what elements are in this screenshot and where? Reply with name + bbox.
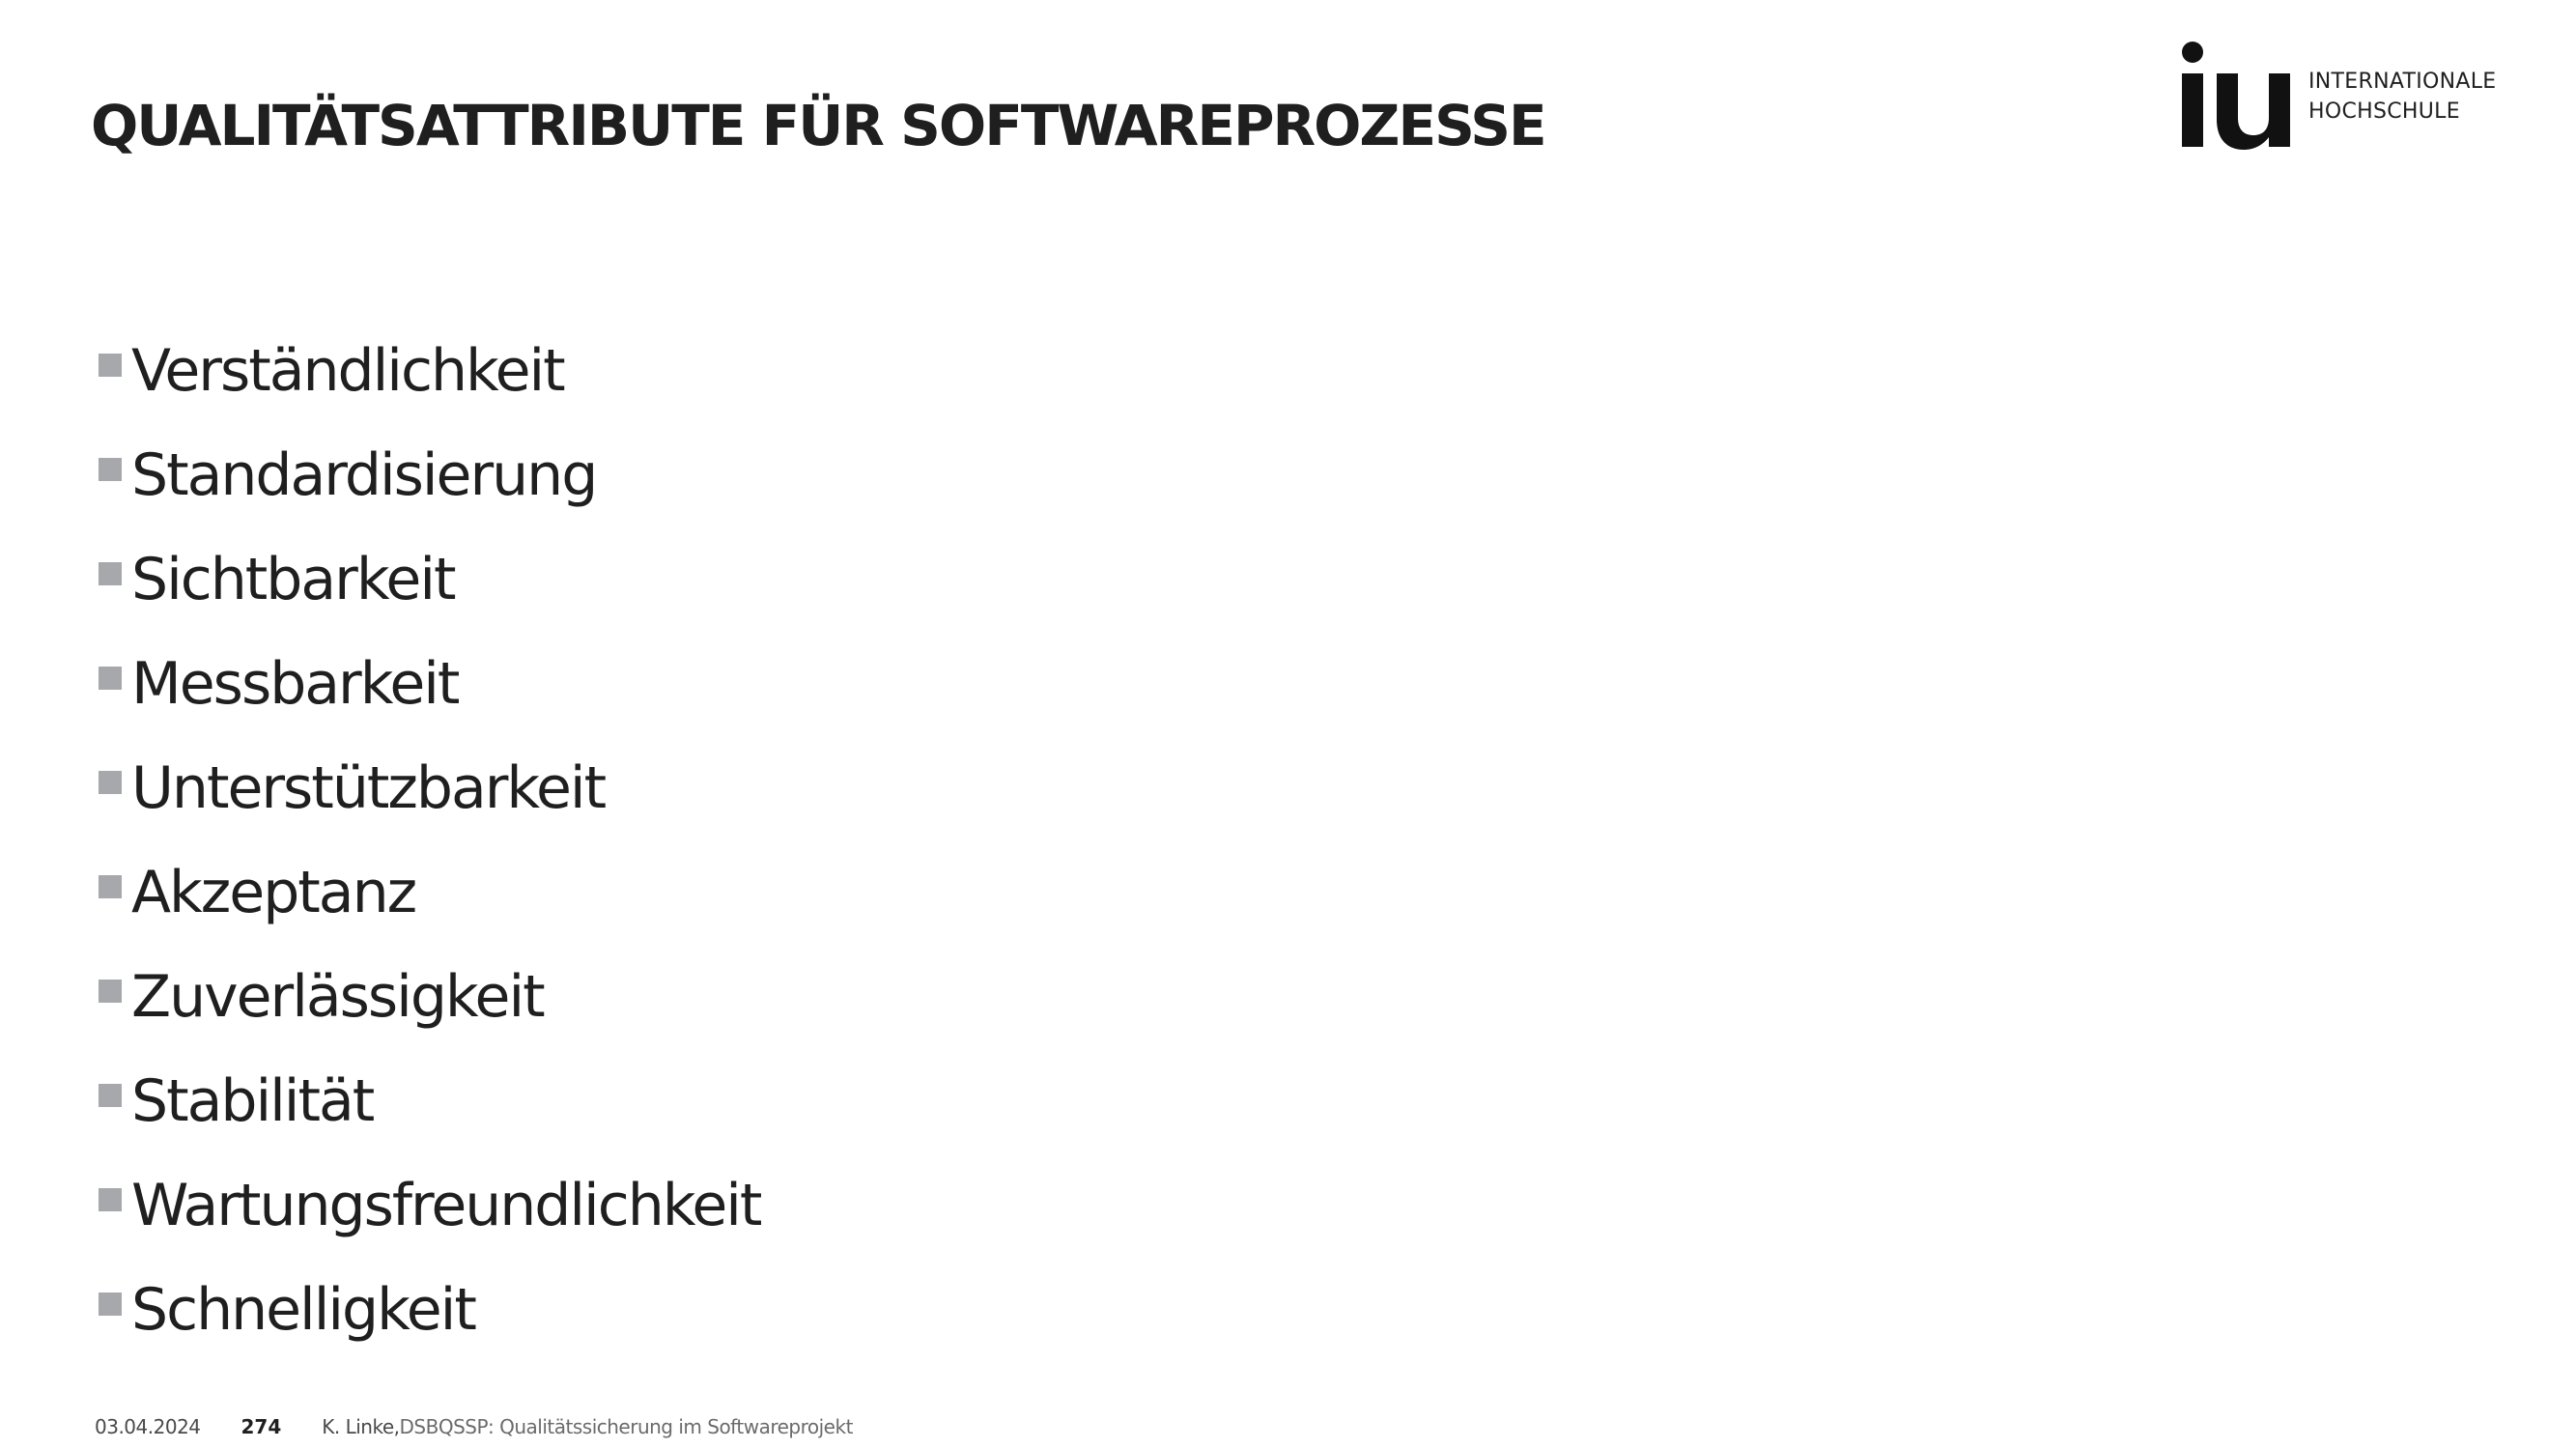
bullet-square-icon [99,458,122,481]
list-item-label: Akzeptanz [131,859,417,926]
iu-logo: iu INTERNATIONALE HOCHSCHULE [2178,39,2506,155]
bullet-square-icon [99,771,122,794]
list-item: Unterstützbarkeit [97,736,760,840]
quality-attributes-list: Verständlichkeit Standardisierung Sichtb… [97,319,762,1362]
list-item: Stabilität [97,1049,760,1153]
bullet-square-icon [99,980,122,1003]
list-item-label: Wartungsfreundlichkeit [131,1172,762,1239]
list-item: Sichtbarkeit [97,527,760,632]
footer-author: K. Linke, [322,1415,400,1438]
bullet-square-icon [99,1293,122,1316]
list-item-label: Stabilität [131,1067,375,1135]
list-item: Wartungsfreundlichkeit [97,1153,762,1258]
list-item-label: Messbarkeit [131,650,460,718]
list-item-label: Zuverlässigkeit [131,963,546,1031]
iu-logo-mark: iu [2182,42,2290,150]
list-item: Verständlichkeit [97,319,760,423]
bullet-square-icon [99,562,122,585]
list-item: Standardisierung [97,423,760,527]
list-item-label: Unterstützbarkeit [131,754,607,822]
list-item: Schnelligkeit [97,1258,760,1362]
bullet-square-icon [99,875,122,898]
bullet-square-icon [99,667,122,690]
list-item: Zuverlässigkeit [97,945,760,1049]
list-item-label: Verständlichkeit [131,337,566,405]
slide-title: QUALITÄTSATTRIBUTE FÜR SOFTWAREPROZESSE [91,93,1547,158]
slide-footer: 03.04.2024 274 K. Linke, DSBQSSP: Qualit… [95,1415,853,1438]
logo-line-1: INTERNATIONALE [2308,70,2497,94]
list-item-label: Sichtbarkeit [131,546,457,613]
logo-line-2: HOCHSCHULE [2308,99,2460,124]
iu-logo-text: INTERNATIONALE HOCHSCHULE [2308,67,2496,127]
list-item-label: Standardisierung [131,441,598,509]
footer-course: DSBQSSP: Qualitätssicherung im Softwarep… [399,1415,854,1438]
footer-date: 03.04.2024 [95,1415,201,1438]
list-item: Messbarkeit [97,632,760,736]
list-item: Akzeptanz [97,840,760,945]
bullet-square-icon [99,1188,122,1211]
list-item-label: Schnelligkeit [131,1276,477,1344]
bullet-square-icon [99,1084,122,1107]
footer-page-number: 274 [241,1415,282,1438]
bullet-square-icon [99,354,122,377]
